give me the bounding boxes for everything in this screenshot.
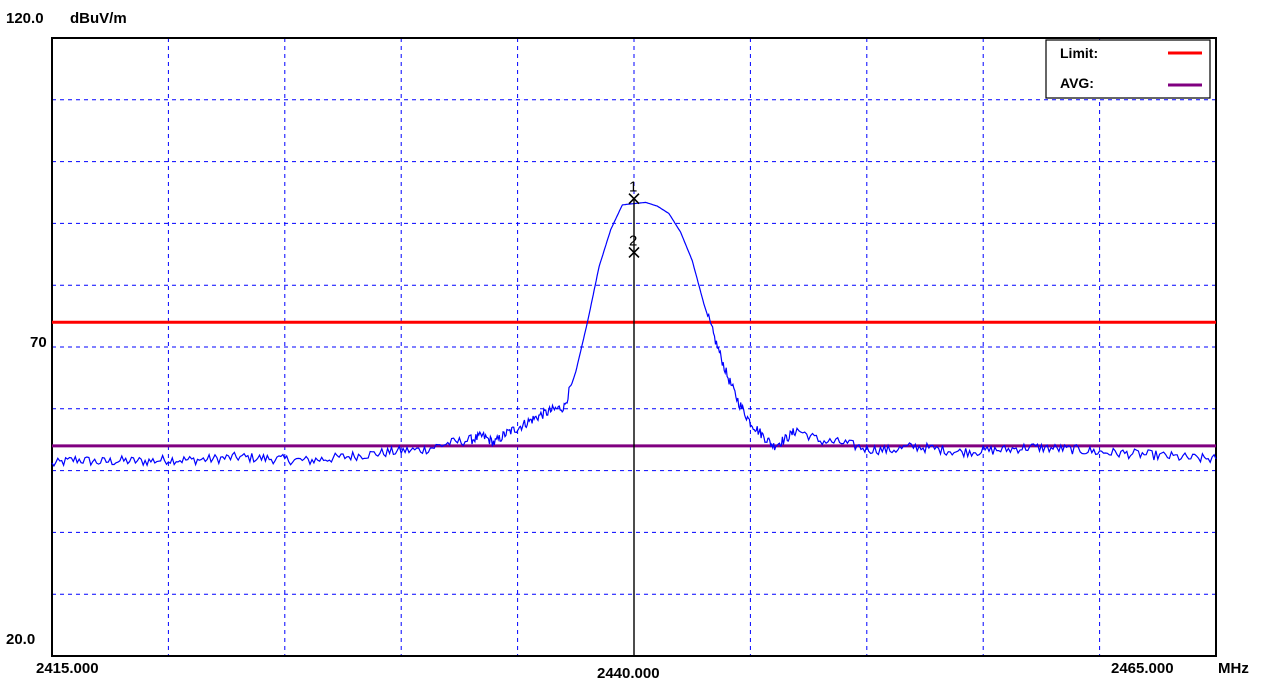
x-axis-unit-label: MHz bbox=[1218, 660, 1249, 677]
legend-limit-label: Limit: bbox=[1060, 45, 1098, 61]
x-axis-center-label: 2440.000 bbox=[597, 665, 660, 682]
x-axis-min-label: 2415.000 bbox=[36, 660, 99, 677]
y-axis-mid-label: 70 bbox=[30, 334, 47, 351]
y-axis-min-label: 20.0 bbox=[6, 631, 35, 648]
legend-box bbox=[1045, 39, 1211, 99]
marker-label: 2 bbox=[629, 232, 637, 249]
legend-avg-label: AVG: bbox=[1060, 75, 1094, 91]
marker-1: 1 bbox=[628, 179, 640, 205]
marker-2: 2 bbox=[628, 232, 640, 259]
markers: 12 bbox=[628, 179, 640, 259]
y-axis-max-label: 120.0 bbox=[6, 10, 44, 27]
x-axis-max-label: 2465.000 bbox=[1111, 660, 1174, 677]
marker-cross-stroke bbox=[628, 193, 640, 205]
legend: Limit: AVG: bbox=[1045, 39, 1211, 99]
marker-cross-stroke bbox=[628, 246, 640, 259]
y-axis-unit-label: dBuV/m bbox=[70, 10, 127, 27]
marker-label: 1 bbox=[629, 179, 637, 196]
